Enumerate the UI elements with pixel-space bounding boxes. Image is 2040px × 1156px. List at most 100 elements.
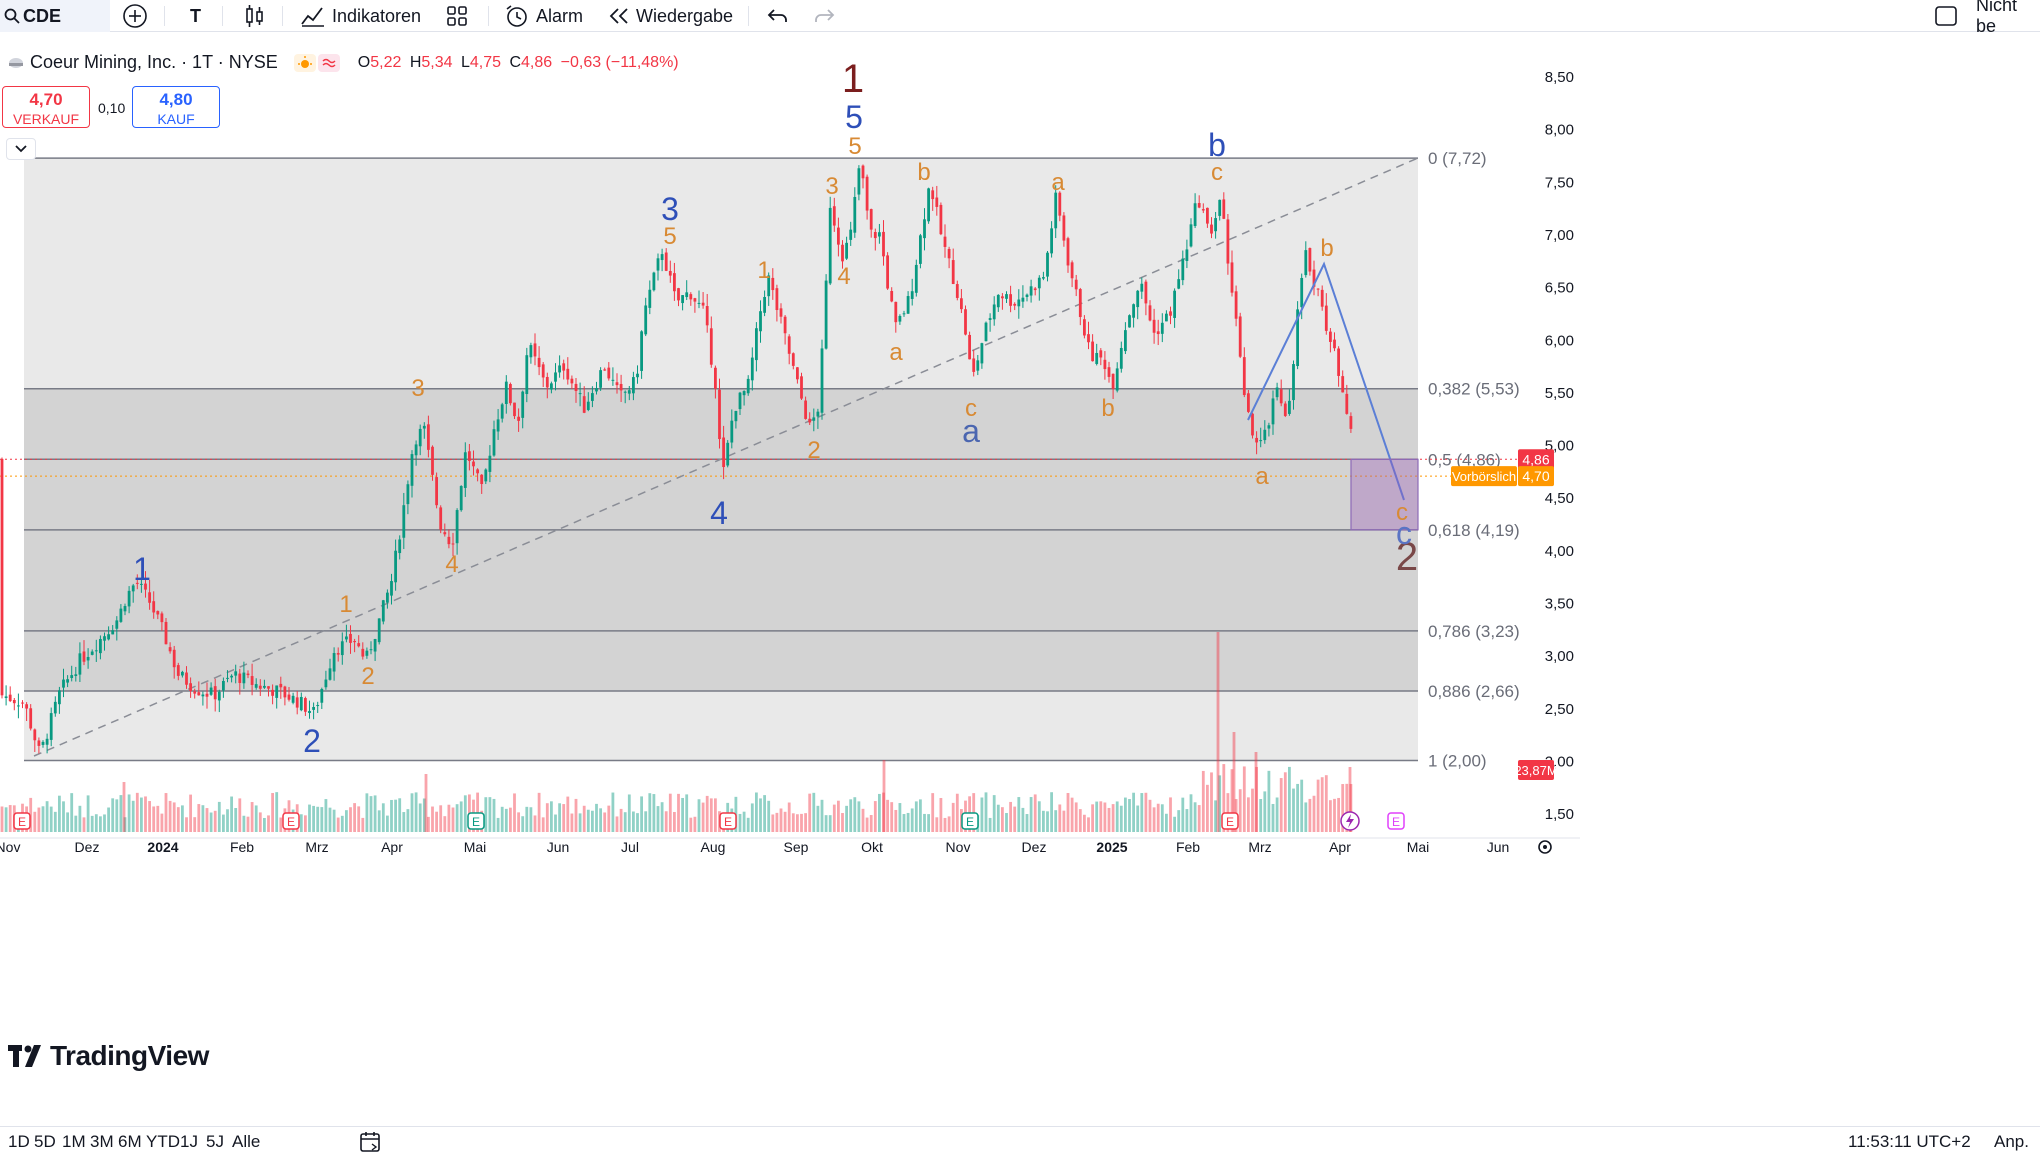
earnings-marker: E: [467, 812, 485, 830]
target-zone-box: [1350, 458, 1419, 531]
templates-button[interactable]: [446, 0, 468, 32]
candle-body: [201, 694, 205, 697]
undo-button[interactable]: [766, 0, 790, 32]
volume-bar: [1152, 807, 1156, 832]
buy-price: 4,80: [159, 90, 193, 109]
fib-retracement[interactable]: 0 (7,72) 0,382 (5,53) 0,5 (4,86) 0,618 (4,1…: [0, 149, 1520, 770]
candle-body: [1160, 322, 1164, 334]
candle-body: [890, 291, 894, 302]
alert-label: Alarm: [536, 5, 584, 26]
candle-body: [705, 306, 709, 326]
volume-bar: [541, 817, 545, 832]
volume-bar: [845, 805, 848, 832]
candle-body: [726, 442, 730, 466]
volume-bar: [943, 817, 947, 832]
tv-logo-icon: [8, 1045, 41, 1067]
chart-type-button[interactable]: [244, 0, 266, 32]
volume-bar: [144, 796, 147, 832]
candle-body: [1001, 296, 1004, 299]
candle-body: [1234, 291, 1238, 319]
volume-bar: [804, 813, 807, 832]
candle-body: [172, 649, 176, 668]
volume-bar: [558, 803, 561, 832]
volume-bar: [37, 807, 41, 832]
close-key: C: [509, 53, 522, 71]
symbol-search[interactable]: CDE: [0, 0, 110, 32]
price-chart[interactable]: 0 (7,72) 0,382 (5,53) 0,5 (4,86) 0,618 (4,1…: [0, 32, 2040, 1152]
earnings-marker-letter: E: [287, 815, 295, 829]
timeframe-3m[interactable]: 3M: [90, 1132, 114, 1151]
time-axis[interactable]: Nov Dez 2024 Feb Mrz Apr Mai Jun Jul Aug Sep Okt Nov…: [0, 837, 1580, 855]
candle-body: [644, 305, 648, 335]
candle-body: [1349, 416, 1353, 429]
volume-bar: [1247, 797, 1250, 832]
timeframe-5j[interactable]: 5J: [206, 1132, 224, 1151]
candle-body: [582, 396, 586, 413]
earnings-marker-box: [467, 812, 485, 830]
candle-body: [910, 291, 914, 299]
collapse-legend-button[interactable]: [6, 138, 36, 160]
volume-bar: [1324, 775, 1328, 832]
candle-body: [21, 702, 24, 704]
volume-bar: [882, 792, 885, 832]
candle-body: [1181, 258, 1185, 281]
date-range-button[interactable]: [358, 1127, 384, 1156]
buy-button[interactable]: 4,80 KAUF: [132, 86, 220, 128]
price-tick-label: 4,00: [1545, 543, 1574, 560]
price-tick-label: 5,50: [1545, 385, 1574, 402]
volume-bar: [424, 774, 428, 832]
volume-bar: [1070, 797, 1074, 832]
timeframe-ytd[interactable]: YTD: [146, 1132, 180, 1151]
candle-body: [709, 328, 713, 365]
candle-body: [258, 685, 262, 689]
adjust-button[interactable]: Anp.: [1994, 1132, 2029, 1151]
fib-level-label: 1 (2,00): [1428, 751, 1487, 770]
volume-bar: [1058, 804, 1062, 832]
text-tool-button[interactable]: T: [190, 0, 201, 32]
earnings-marker: E: [1221, 812, 1239, 830]
candle-body: [693, 298, 697, 302]
timeframe-alle[interactable]: Alle: [232, 1132, 261, 1151]
volume-bar: [234, 808, 238, 832]
candle-body: [8, 694, 12, 702]
fib-band: [24, 158, 1418, 389]
tradingview-logo[interactable]: TradingView: [8, 1040, 209, 1072]
indicators-button[interactable]: Indikatoren: [300, 0, 421, 32]
candle-body: [0, 458, 4, 696]
candle-body: [558, 365, 561, 373]
not-logged-label[interactable]: Nicht be: [1976, 0, 2040, 36]
volume-bar: [800, 813, 803, 832]
candle-body: [759, 311, 762, 332]
clock[interactable]: 11:53:11 UTC+2: [1848, 1132, 1971, 1151]
volume-bar: [1156, 803, 1160, 832]
sell-button[interactable]: 4,70 VERKAUF: [2, 86, 90, 128]
candle-body: [328, 668, 332, 680]
price-axis[interactable]: 8,508,007,507,006,506,005,505,004,504,00…: [1451, 32, 2040, 838]
candle-body: [1247, 393, 1250, 412]
timeframe-1m[interactable]: 1M: [62, 1132, 86, 1151]
candle-body: [70, 675, 74, 679]
timeframe-6m[interactable]: 6M: [118, 1132, 142, 1151]
candle-body: [1333, 339, 1336, 349]
candle-body: [656, 258, 660, 271]
volume-bar: [837, 800, 840, 832]
timeframe-5d[interactable]: 5D: [34, 1132, 56, 1151]
candle-body: [1255, 437, 1258, 443]
volume-bar: [812, 792, 816, 832]
timeframe-1d[interactable]: 1D: [8, 1132, 30, 1151]
redo-button[interactable]: [812, 0, 836, 32]
volume-bar: [533, 815, 537, 832]
timeframe-1j[interactable]: 1J: [180, 1132, 198, 1151]
volume-bar: [984, 792, 988, 832]
alert-button[interactable]: Alarm: [504, 0, 583, 32]
volume-bar: [271, 793, 274, 832]
replay-button[interactable]: Wiedergabe: [608, 0, 733, 32]
symbol-title[interactable]: Coeur Mining, Inc. · 1T · NYSE: [30, 52, 278, 72]
volume-bar: [869, 815, 873, 832]
candle-body: [353, 641, 356, 643]
volume-bar: [41, 806, 45, 832]
fullscreen-checkbox[interactable]: [1934, 0, 1958, 32]
add-symbol-button[interactable]: [122, 0, 148, 32]
volume-bar: [304, 815, 307, 832]
candle-body: [291, 695, 295, 703]
